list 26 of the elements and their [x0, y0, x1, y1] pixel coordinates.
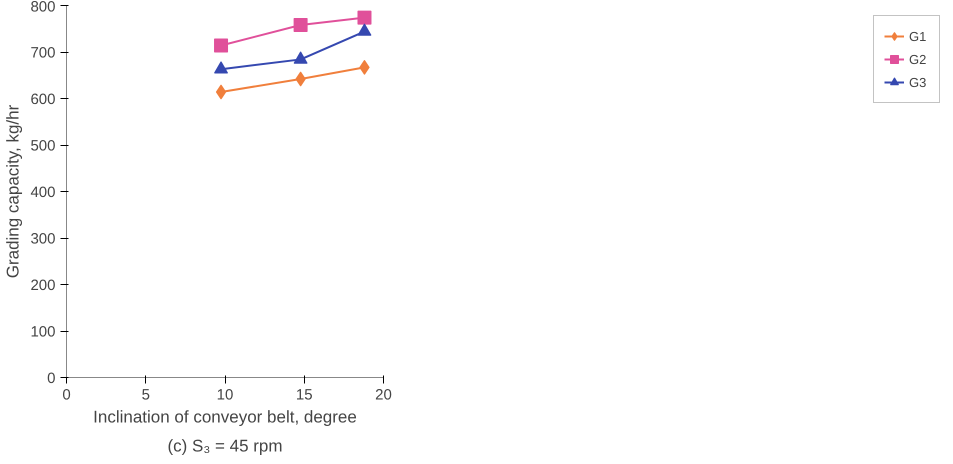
point: [357, 10, 372, 25]
y-tick-label: 400: [30, 184, 56, 201]
y-tick-label: 600: [30, 91, 56, 108]
x-axis-title: Inclination of conveyor belt, degree: [93, 408, 357, 426]
y-axis-title: Grading capacity, kg/hr: [3, 104, 22, 278]
x-tick-label: 15: [296, 386, 313, 404]
point: [216, 84, 226, 100]
y-tick-label: 500: [30, 138, 56, 154]
y-tick-label: 300: [30, 230, 56, 248]
legend-label: G3: [909, 74, 928, 90]
point: [359, 60, 370, 75]
point: [214, 38, 228, 52]
text: (c) S₃ = 45 rpm: [167, 436, 283, 456]
x-tick-label: 0: [62, 386, 71, 404]
y-tick-label: 800: [30, 0, 56, 16]
point: [295, 71, 306, 86]
y-tick-label: 0: [47, 370, 56, 387]
y-tick-label: 100: [30, 324, 56, 340]
point: [294, 18, 308, 32]
y-tick-label: 200: [30, 277, 56, 294]
legend-label: G1: [909, 28, 928, 44]
x-tick-label: 20: [375, 386, 392, 404]
x-tick-label: 10: [216, 386, 234, 404]
y-tick-label: 700: [30, 44, 56, 62]
x-tick-label: 5: [142, 386, 150, 404]
legend-label: G2: [909, 52, 928, 66]
